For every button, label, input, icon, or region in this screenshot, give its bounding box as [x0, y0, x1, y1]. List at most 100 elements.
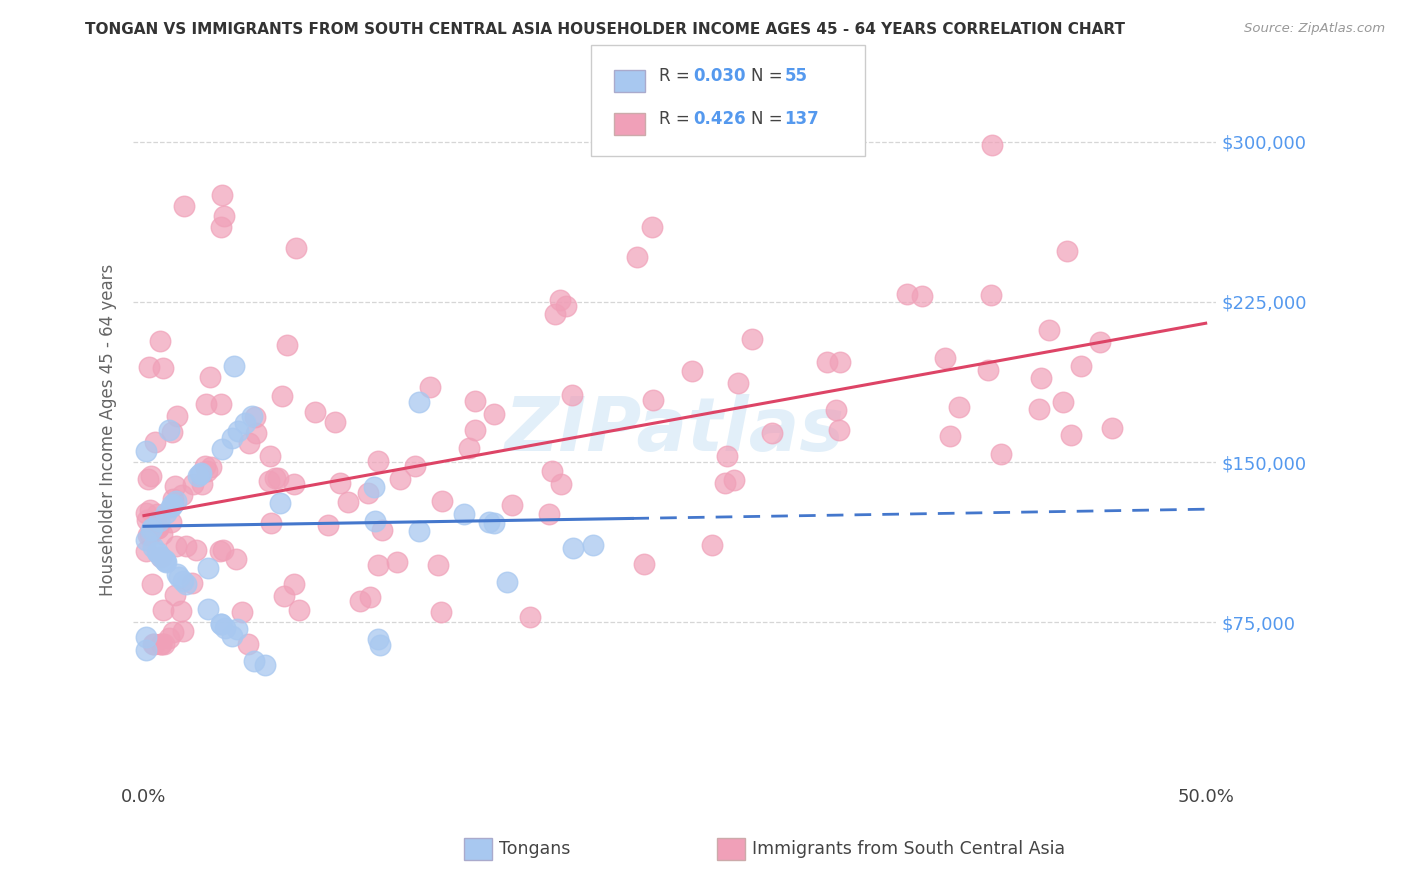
Point	[815, 355, 838, 369]
Point	[157, 423, 180, 437]
Point	[700, 538, 723, 552]
Point	[172, 624, 194, 638]
Point	[159, 500, 181, 514]
Point	[259, 474, 281, 488]
Point	[641, 393, 664, 408]
Point	[209, 543, 232, 558]
Point	[939, 429, 962, 443]
Point	[209, 616, 232, 631]
Text: Tongans: Tongans	[499, 840, 571, 858]
Point	[149, 334, 172, 348]
Point	[233, 416, 256, 430]
Point	[270, 389, 292, 403]
Point	[167, 569, 190, 583]
Point	[238, 436, 260, 450]
Point	[477, 515, 499, 529]
Point	[211, 220, 233, 235]
Point	[1056, 244, 1078, 258]
Point	[153, 553, 176, 567]
Point	[209, 397, 232, 411]
Point	[429, 605, 451, 619]
Point	[181, 576, 204, 591]
Point	[153, 637, 176, 651]
Point	[139, 528, 162, 542]
Point	[135, 444, 157, 458]
Point	[141, 521, 163, 535]
Point	[980, 288, 1002, 302]
Point	[214, 621, 236, 635]
Point	[363, 480, 385, 494]
Point	[540, 465, 562, 479]
Point	[582, 538, 605, 552]
Point	[142, 637, 165, 651]
Point	[240, 409, 263, 423]
Point	[723, 473, 745, 487]
Point	[146, 544, 169, 558]
Point	[364, 514, 387, 528]
Point	[548, 293, 571, 308]
Point	[288, 603, 311, 617]
Point	[259, 449, 281, 463]
Point	[170, 488, 193, 502]
Point	[828, 355, 851, 369]
Point	[1101, 421, 1123, 435]
Point	[188, 467, 211, 482]
Point	[190, 466, 212, 480]
Point	[162, 497, 184, 511]
Point	[197, 602, 219, 616]
Point	[408, 524, 430, 538]
Point	[336, 495, 359, 509]
Point	[323, 416, 346, 430]
Point	[160, 515, 183, 529]
Point	[453, 507, 475, 521]
Point	[458, 442, 481, 456]
Text: Immigrants from South Central Asia: Immigrants from South Central Asia	[752, 840, 1066, 858]
Point	[150, 637, 173, 651]
Point	[404, 459, 426, 474]
Point	[139, 469, 162, 483]
Point	[165, 494, 187, 508]
Point	[482, 516, 505, 530]
Point	[181, 476, 204, 491]
Point	[152, 603, 174, 617]
Point	[150, 549, 173, 564]
Point	[641, 220, 664, 235]
Point	[682, 364, 704, 378]
Point	[135, 643, 157, 657]
Point	[221, 629, 243, 643]
Point	[209, 616, 232, 631]
Point	[226, 424, 249, 438]
Text: 0.030: 0.030	[693, 67, 745, 85]
Text: ZIPatlas: ZIPatlas	[505, 393, 845, 467]
Point	[896, 286, 918, 301]
Point	[495, 575, 517, 590]
Point	[155, 554, 177, 568]
Point	[172, 574, 194, 589]
Point	[1090, 335, 1112, 350]
Point	[260, 516, 283, 530]
Point	[150, 550, 173, 565]
Point	[242, 654, 264, 668]
Point	[231, 605, 253, 619]
Point	[562, 541, 585, 555]
Point	[162, 624, 184, 639]
Point	[162, 491, 184, 506]
Y-axis label: Householder Income Ages 45 - 64 years: Householder Income Ages 45 - 64 years	[100, 264, 117, 596]
Point	[761, 425, 783, 440]
Text: TONGAN VS IMMIGRANTS FROM SOUTH CENTRAL ASIA HOUSEHOLDER INCOME AGES 45 - 64 YEA: TONGAN VS IMMIGRANTS FROM SOUTH CENTRAL …	[84, 22, 1125, 37]
Point	[367, 454, 389, 468]
Point	[174, 577, 197, 591]
Text: 0.426: 0.426	[693, 110, 745, 128]
Point	[184, 542, 207, 557]
Point	[263, 470, 285, 484]
Point	[464, 424, 486, 438]
Point	[148, 521, 170, 535]
Point	[273, 589, 295, 603]
Point	[304, 405, 326, 419]
Point	[977, 363, 1000, 377]
Point	[135, 544, 157, 558]
Point	[138, 359, 160, 374]
Point	[501, 498, 523, 512]
Point	[368, 638, 391, 652]
Point	[430, 494, 453, 508]
